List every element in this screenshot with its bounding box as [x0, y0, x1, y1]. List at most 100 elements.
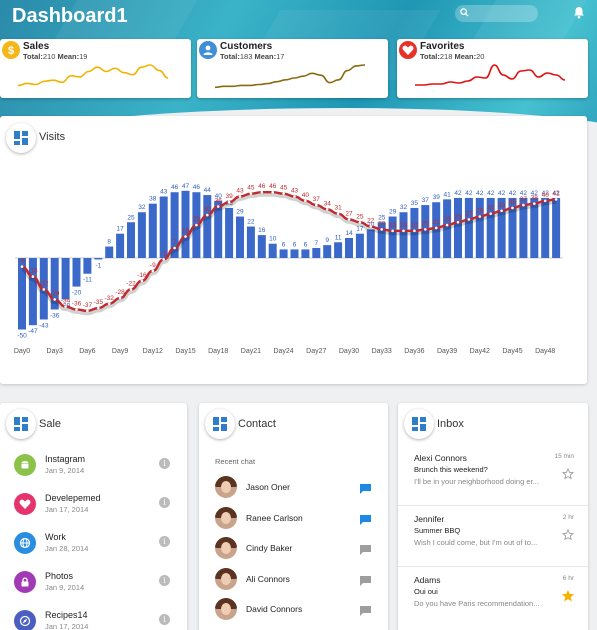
visits-line-point [402, 229, 405, 233]
line-value-label: 46 [258, 183, 266, 190]
visits-line-point [162, 258, 165, 261]
visits-bar [399, 212, 408, 258]
sale-item-date: Jan 9, 2014 [45, 583, 85, 592]
sale-item-avatar [14, 532, 36, 554]
sale-item-name: Photos [45, 571, 74, 581]
search-icon [460, 8, 469, 17]
chat-bubble-icon[interactable] [359, 575, 372, 587]
line-value-label: 35 [509, 199, 517, 206]
stat-card-customers[interactable]: Customers Total:183 Mean:17 [197, 39, 388, 98]
total-value: 210 [42, 52, 56, 61]
visits-bar [94, 258, 103, 260]
contact-row[interactable]: Ranee Carlson [215, 506, 375, 531]
visits-bar [355, 233, 364, 258]
sale-item[interactable]: Work Jan 28, 2014 i [14, 530, 174, 560]
message-subject: Oui oui [414, 587, 438, 596]
x-tick-label: Day30 [339, 348, 359, 355]
stat-card-favorites[interactable]: Favorites Total:218 Mean:20 [397, 39, 588, 98]
line-value-label: -36 [72, 300, 82, 307]
chat-bubble-icon[interactable] [359, 544, 372, 556]
line-value-label: 40 [542, 192, 550, 199]
visits-line-point [173, 246, 176, 250]
sparkline [215, 64, 365, 89]
chat-bubble-icon[interactable] [359, 514, 372, 526]
line-value-label: 41 [552, 190, 560, 197]
visits-line-point [282, 192, 285, 195]
visits-bar [443, 199, 452, 258]
star-filled-icon[interactable] [562, 590, 574, 602]
search-input[interactable] [455, 5, 538, 22]
inbox-message[interactable]: Jennifer 2 hr Summer BBQ Wish I could come,… [414, 514, 574, 562]
mean-value: 17 [276, 52, 285, 61]
visits-bar [421, 205, 430, 258]
bar-value-label: 32 [400, 204, 408, 211]
contact-row[interactable]: Jason Oner [215, 476, 375, 500]
mean-label: Mean: [254, 52, 277, 61]
sale-item-name: Instagram [45, 454, 86, 464]
contact-name: Cindy Baker [246, 543, 293, 553]
visits-line-point [347, 218, 351, 221]
total-label: Total: [420, 52, 440, 61]
line-value-label: 31 [334, 205, 342, 212]
heart-icon [402, 45, 414, 55]
inbox-message[interactable]: Adams 6 hr Oui oui Do you have Paris recomm… [414, 575, 574, 623]
visits-bar [312, 247, 321, 258]
visits-bar [159, 196, 168, 258]
info-icon[interactable]: i [159, 497, 170, 508]
line-value-label: 20 [378, 220, 386, 227]
bar-value-label: 6 [282, 241, 286, 248]
notification-bell-icon[interactable] [573, 6, 585, 19]
visits-line-point [75, 308, 78, 311]
bar-value-label: 42 [454, 190, 462, 197]
info-icon[interactable]: i [159, 458, 170, 469]
bar-value-label: 32 [138, 204, 146, 211]
line-value-label: 27 [345, 210, 353, 217]
total-label: Total: [23, 52, 43, 61]
bar-value-label: 42 [542, 190, 550, 197]
visits-bar [72, 258, 81, 287]
info-icon[interactable]: i [159, 536, 170, 547]
star-outline-icon[interactable] [562, 529, 574, 541]
sale-item[interactable]: Instagram Jan 9, 2014 i [14, 452, 174, 482]
bar-value-label: -20 [72, 290, 82, 297]
stat-card-sales[interactable]: $ Sales Total:210 Mean:19 [0, 39, 191, 98]
bar-value-label: 46 [193, 184, 201, 191]
sale-item[interactable]: Photos Jan 9, 2014 i [14, 569, 174, 599]
bar-value-label: 40 [215, 193, 223, 200]
x-tick-label: Day21 [241, 348, 261, 355]
bar-value-label: 42 [476, 190, 484, 197]
visits-bar [290, 249, 299, 258]
inbox-message[interactable]: Alexi Connors 15 min Brunch this weekend? I… [414, 453, 574, 501]
sale-item[interactable]: Recipes14 Jan 17, 2014 i [14, 608, 174, 630]
lock-icon [21, 577, 29, 587]
chat-bubble-icon[interactable] [359, 483, 372, 495]
stat-title: Sales [23, 41, 50, 52]
sale-title: Sale [39, 418, 62, 430]
globe-icon [19, 537, 31, 549]
bar-value-label: -47 [28, 328, 38, 335]
contact-row[interactable]: Ali Connors [215, 567, 375, 592]
visits-bar [464, 197, 473, 258]
mean-value: 19 [79, 52, 88, 61]
visits-bar [170, 192, 179, 258]
line-value-label: -6 [19, 258, 25, 265]
x-tick-label: Day27 [306, 348, 326, 355]
dashboard-grid-icon [213, 417, 227, 431]
bar-value-label: 20 [367, 221, 375, 228]
star-outline-icon[interactable] [562, 468, 574, 480]
bar-value-label: -36 [50, 312, 60, 319]
visits-line-point [42, 288, 46, 291]
info-icon[interactable]: i [159, 575, 170, 586]
sale-item[interactable]: Develepemed Jan 17, 2014 i [14, 491, 174, 521]
bar-value-label: 17 [116, 226, 124, 233]
contact-row[interactable]: David Connors [215, 598, 375, 622]
chat-bubble-icon[interactable] [359, 605, 372, 617]
bar-value-label: 47 [182, 183, 190, 190]
bar-value-label: -43 [39, 322, 49, 329]
contact-row[interactable]: Cindy Baker [215, 537, 375, 561]
inbox-panel: Inbox Alexi Connors 15 min Brunch this wee… [398, 403, 588, 630]
x-tick-label: Day0 [14, 348, 30, 355]
bar-value-label: 25 [127, 214, 135, 221]
info-icon[interactable]: i [159, 614, 170, 625]
bar-value-label: 42 [531, 190, 539, 197]
